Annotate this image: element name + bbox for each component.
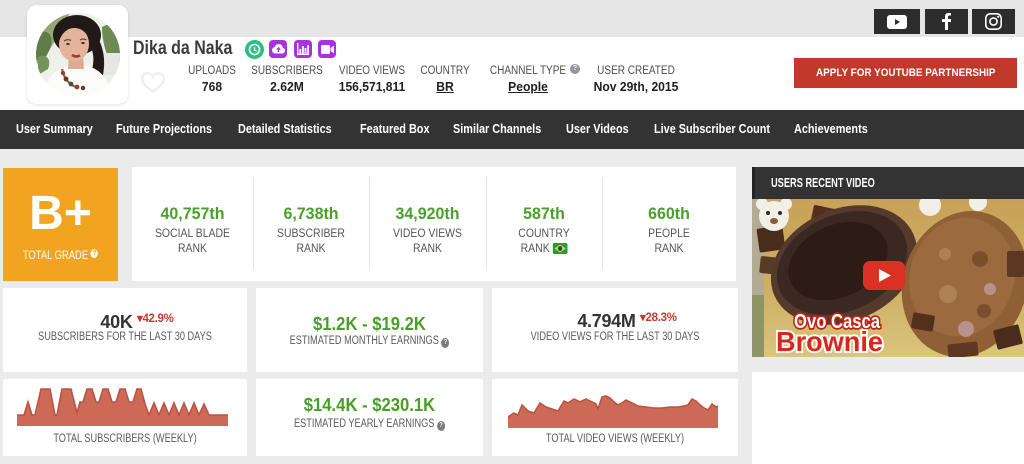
svg-text:Brownie: Brownie (776, 326, 883, 357)
svg-text:Ovo Casca: Ovo Casca (794, 311, 881, 333)
